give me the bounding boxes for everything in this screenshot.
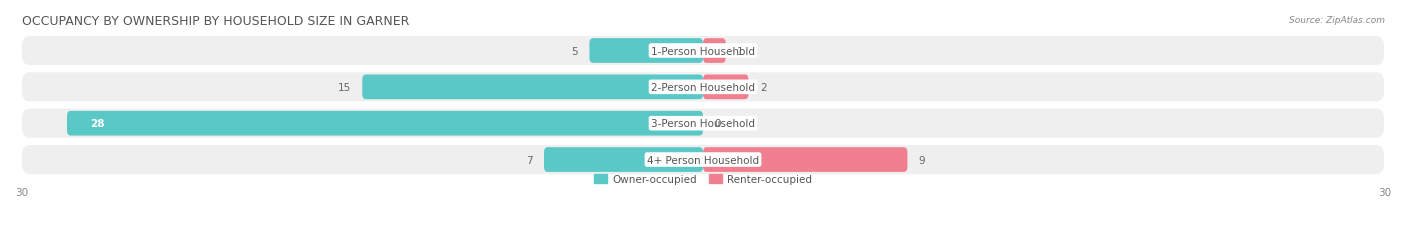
FancyBboxPatch shape xyxy=(67,111,703,136)
FancyBboxPatch shape xyxy=(21,37,1385,66)
Text: 2-Person Household: 2-Person Household xyxy=(651,82,755,92)
Text: 5: 5 xyxy=(571,46,578,56)
FancyBboxPatch shape xyxy=(21,73,1385,102)
FancyBboxPatch shape xyxy=(363,75,703,100)
Text: 2: 2 xyxy=(759,82,766,92)
FancyBboxPatch shape xyxy=(544,148,703,172)
FancyBboxPatch shape xyxy=(703,148,907,172)
Text: 1-Person Household: 1-Person Household xyxy=(651,46,755,56)
Text: 15: 15 xyxy=(337,82,352,92)
Text: 9: 9 xyxy=(918,155,925,165)
Text: 1: 1 xyxy=(737,46,744,56)
Legend: Owner-occupied, Renter-occupied: Owner-occupied, Renter-occupied xyxy=(595,174,811,184)
FancyBboxPatch shape xyxy=(703,75,748,100)
FancyBboxPatch shape xyxy=(589,39,703,64)
Text: 3-Person Household: 3-Person Household xyxy=(651,119,755,129)
Text: 4+ Person Household: 4+ Person Household xyxy=(647,155,759,165)
FancyBboxPatch shape xyxy=(703,39,725,64)
Text: 7: 7 xyxy=(526,155,533,165)
Text: OCCUPANCY BY OWNERSHIP BY HOUSEHOLD SIZE IN GARNER: OCCUPANCY BY OWNERSHIP BY HOUSEHOLD SIZE… xyxy=(21,15,409,28)
Text: 0: 0 xyxy=(714,119,721,129)
Text: 28: 28 xyxy=(90,119,104,129)
FancyBboxPatch shape xyxy=(21,145,1385,174)
FancyBboxPatch shape xyxy=(21,109,1385,138)
Text: Source: ZipAtlas.com: Source: ZipAtlas.com xyxy=(1289,16,1385,25)
